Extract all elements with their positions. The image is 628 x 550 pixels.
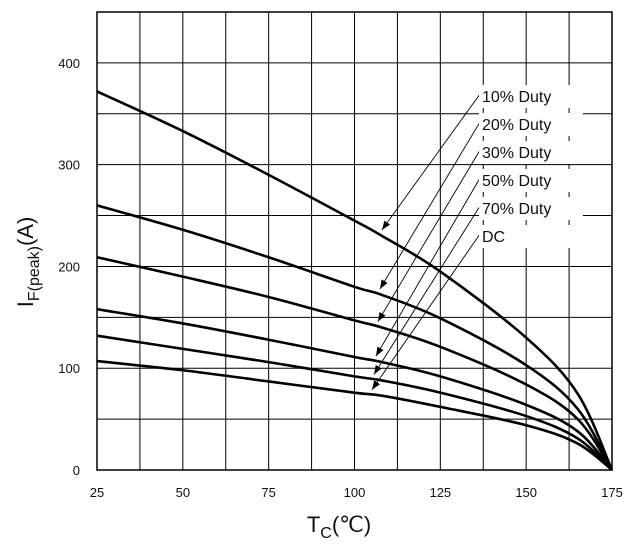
- x-tick-label: 150: [515, 485, 537, 500]
- legend-label-2: 30% Duty: [482, 145, 551, 162]
- legend-arrowhead-4: [373, 364, 382, 375]
- x-tick-labels: 25 50 75 100 125 150 175: [90, 485, 623, 500]
- legend-arrowhead-1: [379, 279, 388, 289]
- legend-label-1: 20% Duty: [482, 117, 551, 134]
- y-tick-label: 0: [73, 463, 80, 478]
- x-axis-title-main: T: [307, 512, 320, 537]
- legend-arrow-1: [379, 121, 481, 290]
- x-axis-title: TC(℃): [307, 512, 371, 542]
- y-tick-label: 100: [58, 361, 80, 376]
- y-tick-labels: 0 100 200 300 400: [58, 56, 80, 478]
- legend-arrowhead-3: [375, 346, 384, 357]
- legend: 10% Duty 20% Duty 30% Duty 50% Duty 70% Duty…: [479, 85, 583, 248]
- legend-label-bg: [479, 169, 583, 192]
- x-tick-label: 125: [429, 485, 451, 500]
- legend-arrowhead-0: [381, 220, 391, 230]
- legend-label-bg: [479, 225, 583, 248]
- y-axis-title-sub: F(peak): [26, 246, 43, 301]
- x-tick-label: 75: [261, 485, 275, 500]
- plot-frame: [96, 11, 613, 471]
- x-axis-title-sub: C: [320, 525, 332, 542]
- legend-label-3: 50% Duty: [482, 173, 551, 190]
- x-tick-label: 100: [344, 485, 366, 500]
- legend-label-5: DC: [482, 229, 505, 246]
- legend-arrow-4: [373, 205, 481, 375]
- legend-label-bg: [479, 197, 583, 220]
- legend-label-bg: [479, 85, 583, 108]
- legend-arrowhead-2: [377, 311, 386, 322]
- y-axis-title-unit: (A): [13, 217, 38, 246]
- y-axis-title-main: I: [13, 301, 38, 307]
- series-line-4: [96, 334, 613, 471]
- series-line-5: [96, 359, 613, 472]
- legend-arrow-0: [381, 93, 481, 231]
- y-tick-label: 300: [58, 158, 80, 173]
- legend-label-bg: [479, 141, 583, 164]
- legend-arrow-5: [371, 233, 481, 390]
- series-line-1: [96, 204, 614, 471]
- legend-arrows: [371, 93, 481, 390]
- y-tick-label: 200: [58, 259, 80, 274]
- x-axis-title-unit: (℃): [332, 512, 371, 537]
- curves: [96, 90, 614, 472]
- y-tick-label: 400: [58, 56, 80, 71]
- x-tick-label: 25: [90, 485, 104, 500]
- x-tick-label: 175: [601, 485, 623, 500]
- series-line-3: [96, 307, 613, 471]
- legend-label-4: 70% Duty: [482, 201, 551, 218]
- series-line-2: [96, 256, 614, 471]
- legend-label-0: 10% Duty: [482, 89, 551, 106]
- x-tick-label: 50: [176, 485, 190, 500]
- y-axis-title: IF(peak)(A): [13, 217, 43, 308]
- legend-arrowhead-5: [371, 380, 380, 390]
- legend-arrow-3: [375, 177, 481, 357]
- legend-label-bg: [479, 113, 583, 136]
- legend-arrow-2: [377, 149, 481, 322]
- series-line-0: [96, 90, 614, 471]
